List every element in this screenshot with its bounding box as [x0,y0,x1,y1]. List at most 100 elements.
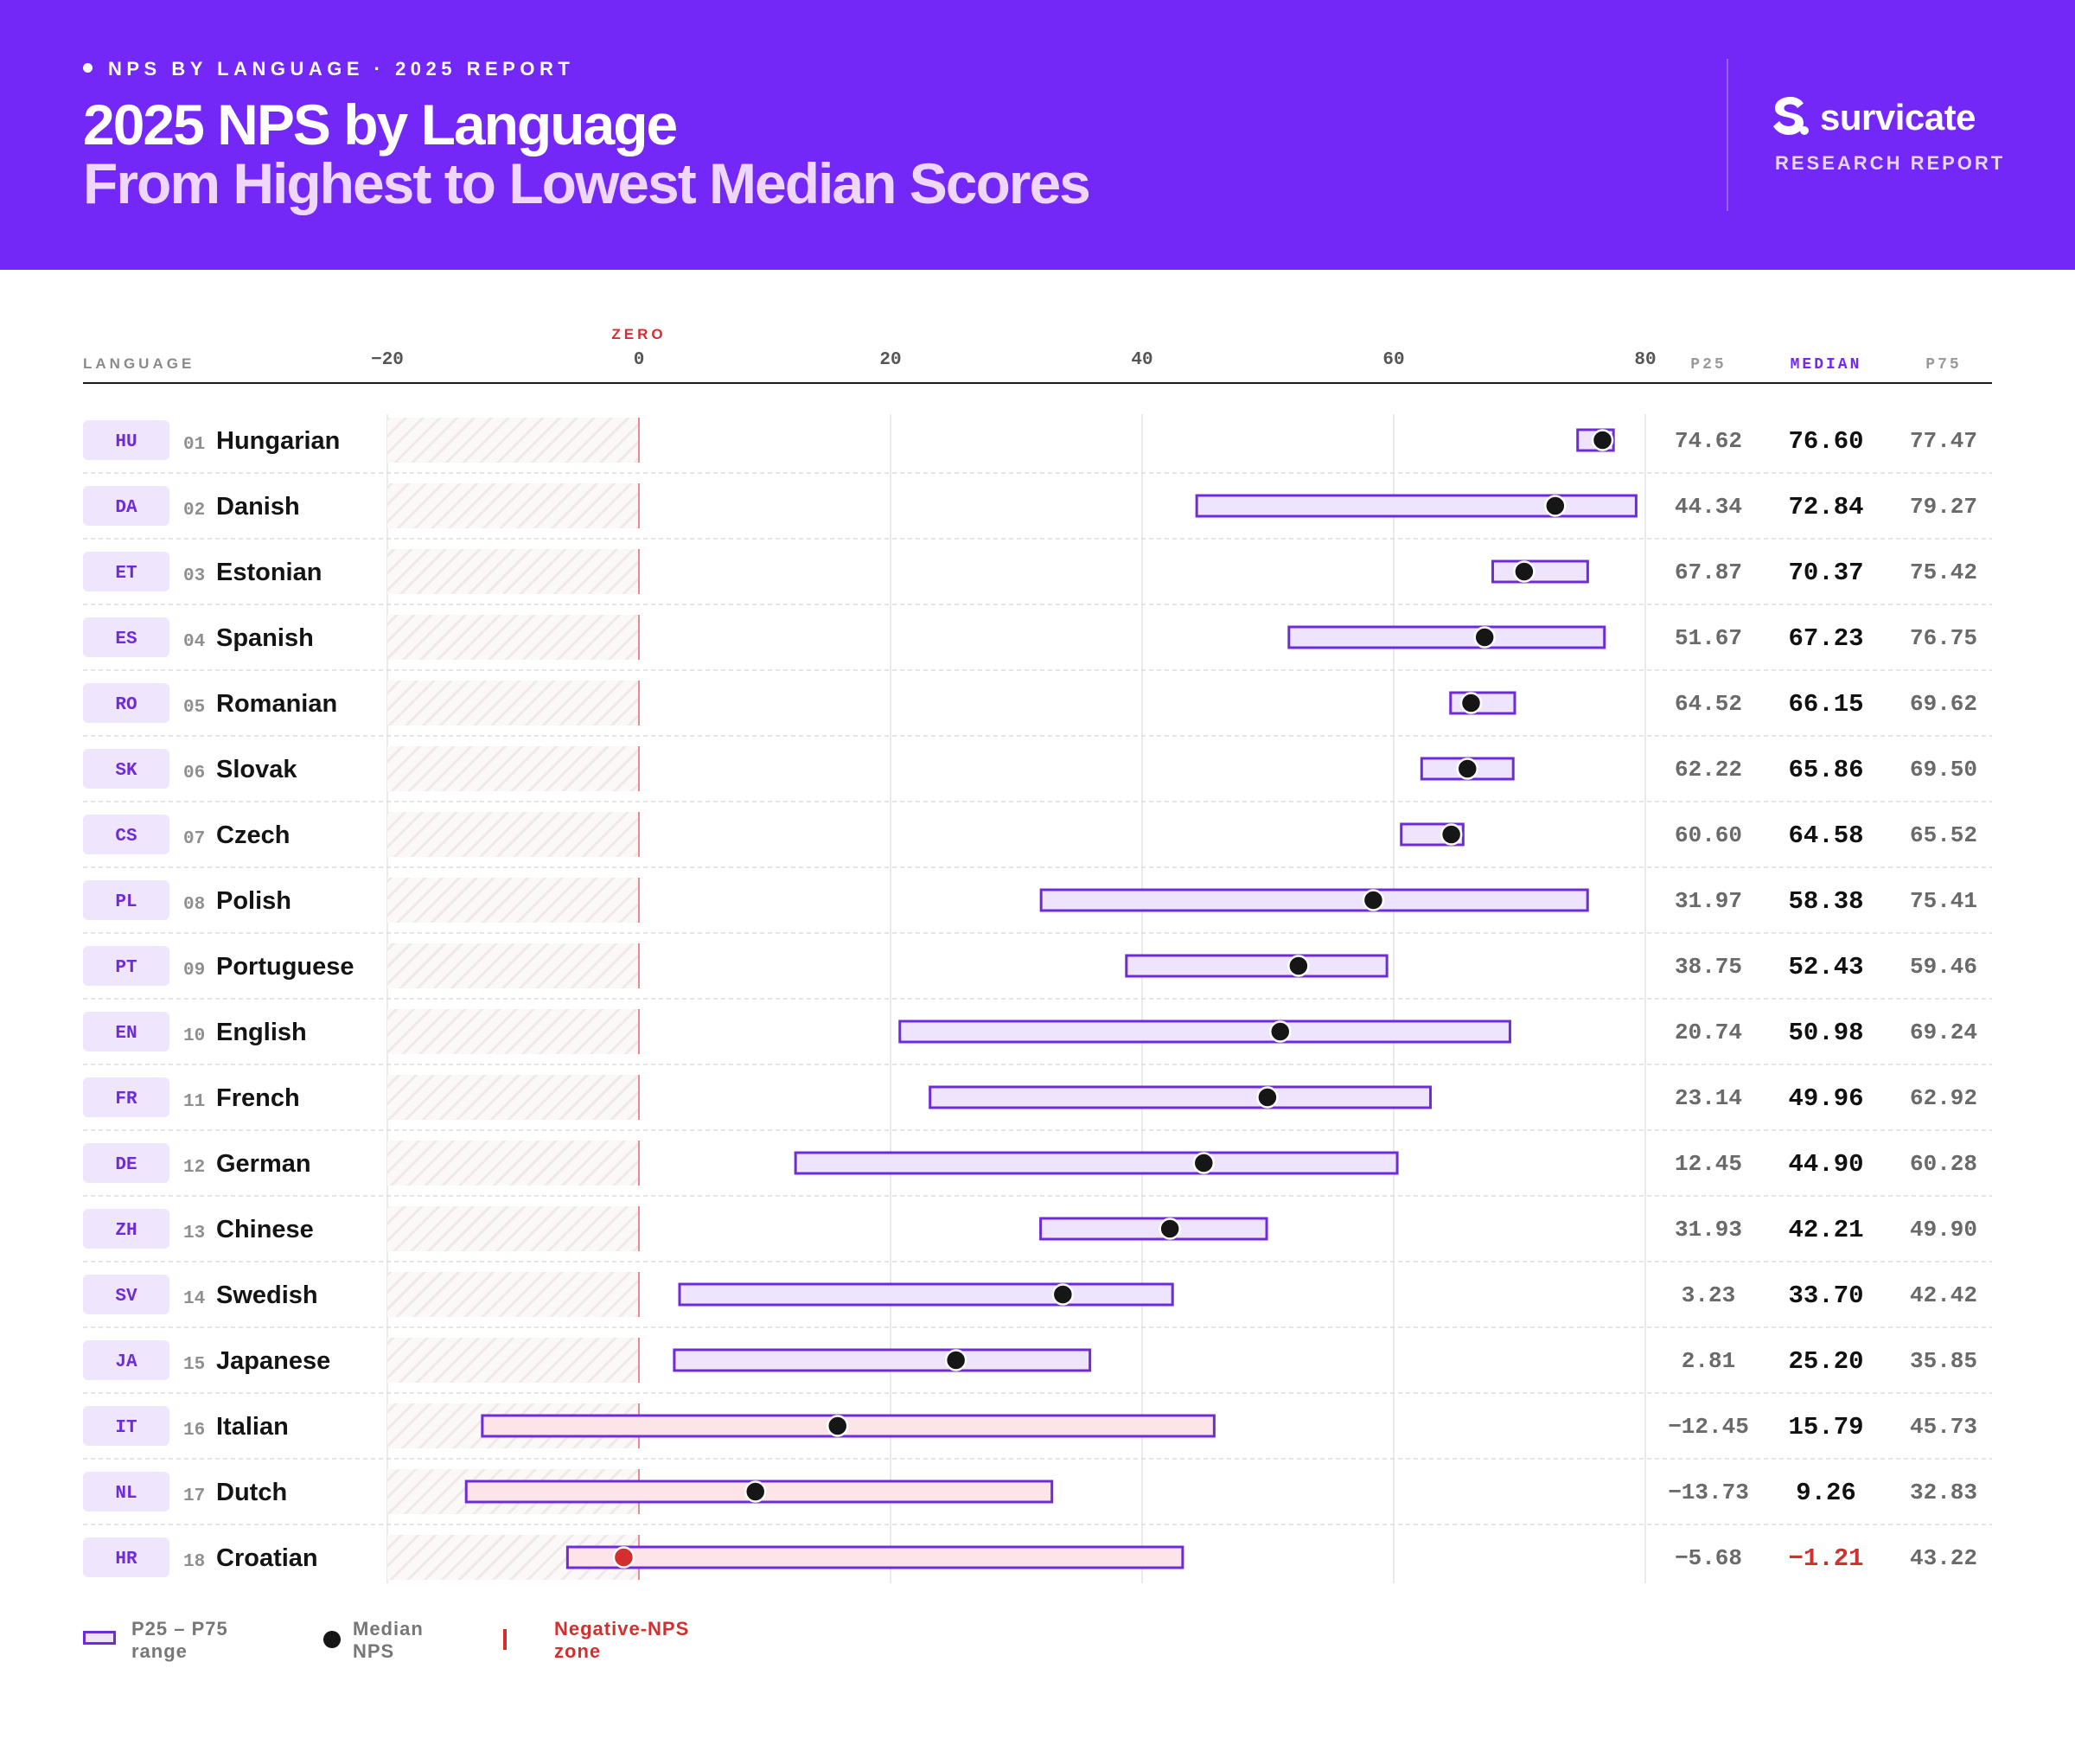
data-row: PT 09 Portuguese 38.75 52.43 59.46 [83,943,1992,1000]
language-name: Italian [216,1413,289,1441]
language-rank: 01 [183,435,205,455]
language-code: ET [115,564,137,584]
language-rank: 03 [183,566,205,586]
median-dot [1269,1020,1292,1043]
language-rank: 17 [183,1486,205,1506]
data-row: JA 15 Japanese 2.81 25.20 35.85 [83,1338,1992,1394]
negative-zone-strip [387,1075,639,1120]
p25-value: 60.60 [1675,822,1742,848]
language-code-badge [83,1209,169,1249]
median-dot [1544,495,1567,517]
median-value: 65.86 [1788,756,1863,784]
median-dot [744,1480,767,1503]
range-bar [898,1019,1511,1044]
p75-value: 32.83 [1910,1480,1977,1505]
data-row: PL 08 Polish 31.97 58.38 75.41 [83,878,1992,934]
language-rank: 10 [183,1026,205,1046]
language-code-badge [83,552,169,591]
data-row: NL 17 Dutch −13.73 9.26 32.83 [83,1469,1992,1525]
median-value: 76.60 [1788,427,1863,456]
language-rank: 09 [183,961,205,981]
language-name: Hungarian [216,427,340,455]
language-rank: 07 [183,829,205,849]
median-column-header: MEDIAN [1791,356,1862,374]
negative-zone-strip [387,615,639,660]
median-dot [1440,823,1463,846]
data-row: FR 11 French 23.14 49.96 62.92 [83,1075,1992,1131]
language-rank: 04 [183,632,205,652]
language-code-badge [83,1472,169,1512]
range-bar [1125,954,1389,978]
language-code: NL [115,1484,137,1504]
legend-median-label-2: NPS [353,1640,395,1662]
range-bar [678,1282,1174,1307]
p25-value: 51.67 [1675,625,1742,651]
language-code: HR [115,1550,137,1569]
data-row: ZH 13 Chinese 31.93 42.21 49.90 [83,1206,1992,1262]
language-code-badge [83,1340,169,1380]
median-value: 50.98 [1788,1019,1863,1047]
median-dot [1192,1152,1216,1174]
language-code-badge [83,880,169,920]
p75-value: 43.22 [1910,1545,1977,1571]
median-dot [1256,1086,1279,1109]
language-rank: 16 [183,1421,205,1441]
zero-label: ZERO [611,326,666,342]
language-code-badge [83,1012,169,1051]
language-rank: 06 [183,764,205,783]
language-name: Chinese [216,1216,314,1243]
median-dot [1459,692,1483,714]
negative-zone-strip [387,746,639,791]
data-row: IT 16 Italian −12.45 15.79 45.73 [83,1403,1992,1460]
legend-range-label-2: range [131,1640,188,1662]
language-rank: 12 [183,1158,205,1178]
language-code: FR [115,1090,137,1109]
p25-column-header: P25 [1690,356,1726,374]
kicker-text: NPS BY LANGUAGE · 2025 REPORT [108,58,575,80]
p75-value: 59.46 [1910,954,1977,980]
language-name: Swedish [216,1281,318,1309]
median-value: 25.20 [1788,1347,1863,1376]
p25-value: −5.68 [1675,1545,1742,1571]
language-name: Croatian [216,1544,318,1572]
language-code-badge [83,420,169,460]
data-row: HR 18 Croatian −5.68 −1.21 43.22 [83,1535,1977,1580]
negative-zone-strip [387,549,639,594]
p25-value: 31.93 [1675,1217,1742,1243]
legend-negative-label-1: Negative-NPS [554,1618,690,1639]
language-name: Spanish [216,624,314,652]
language-name: Danish [216,493,300,521]
language-code-badge [83,1143,169,1183]
negative-zone-strip [387,681,639,725]
data-row: DE 12 German 12.45 44.90 60.28 [83,1141,1992,1197]
negative-zone-strip [387,483,639,528]
language-name: French [216,1084,300,1112]
language-code: DE [115,1155,137,1175]
language-code: EN [115,1024,137,1044]
language-code: PL [115,892,137,912]
negative-zone-strip [387,1272,639,1317]
language-code: DA [115,498,137,518]
median-dot [826,1415,849,1437]
language-rank: 15 [183,1355,205,1375]
p25-value: 38.75 [1675,954,1742,980]
median-dot [1159,1218,1181,1240]
data-row: ES 04 Spanish 51.67 67.23 76.75 [83,615,1992,671]
header-kicker: NPS BY LANGUAGE · 2025 REPORT [83,58,574,80]
language-code-badge [83,1537,169,1577]
language-code: CS [115,827,137,847]
negative-zone-strip [387,943,639,988]
p75-value: 35.85 [1910,1348,1977,1374]
data-row: HU 01 Hungarian 74.62 76.60 77.47 [83,418,1992,474]
language-rank: 02 [183,501,205,521]
p25-value: −13.73 [1668,1480,1749,1505]
median-dot [1473,626,1496,649]
range-bar [1491,559,1589,584]
negative-zone-strip [387,1141,639,1186]
p75-value: 75.42 [1910,559,1977,585]
language-code: HU [115,432,137,452]
language-code-badge [83,1275,169,1314]
language-rank: 14 [183,1289,205,1309]
p25-value: 64.52 [1675,691,1742,717]
median-dot [1591,429,1614,451]
